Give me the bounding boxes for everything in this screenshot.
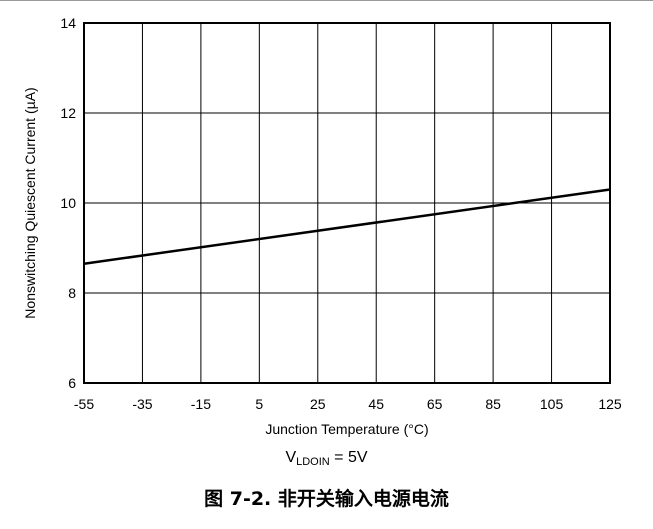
x-axis-title: Junction Temperature (°C): [265, 421, 428, 437]
x-tick-label: 45: [368, 396, 384, 412]
grid: [84, 23, 610, 383]
x-tick-labels: -55 -35 -15 5 25 45 65 85 105 125: [74, 396, 622, 412]
x-tick-label: -35: [132, 396, 152, 412]
top-rule: [0, 0, 653, 1]
x-tick-label: 65: [427, 396, 443, 412]
condition-suffix: = 5V: [329, 449, 368, 466]
y-tick-label: 14: [60, 15, 76, 31]
x-tick-label: 25: [310, 396, 326, 412]
x-tick-label: 5: [255, 396, 263, 412]
x-tick-label: 125: [598, 396, 622, 412]
y-tick-label: 6: [68, 375, 76, 391]
y-axis-title: Nonswitching Quiescent Current (µA): [22, 87, 38, 318]
quiescent-current-chart: -55 -35 -15 5 25 45 65 85 105 125 6 8 10 12 14 Juncti…: [22, 15, 622, 437]
series-group: [83, 188, 611, 265]
x-tick-label: 85: [485, 396, 501, 412]
test-condition: VLDOIN = 5V: [0, 449, 653, 468]
condition-subscript: LDOIN: [296, 456, 330, 468]
y-tick-label: 10: [60, 195, 76, 211]
x-tick-label: 105: [540, 396, 564, 412]
y-tick-label: 12: [60, 105, 76, 121]
series-line: [83, 188, 611, 265]
condition-prefix: V: [285, 449, 297, 466]
y-tick-labels: 6 8 10 12 14: [60, 15, 76, 391]
x-tick-label: -55: [74, 396, 94, 412]
y-tick-label: 8: [68, 285, 76, 301]
figure-caption: 图 7-2. 非开关输入电源电流: [204, 488, 449, 510]
x-tick-label: -15: [191, 396, 211, 412]
